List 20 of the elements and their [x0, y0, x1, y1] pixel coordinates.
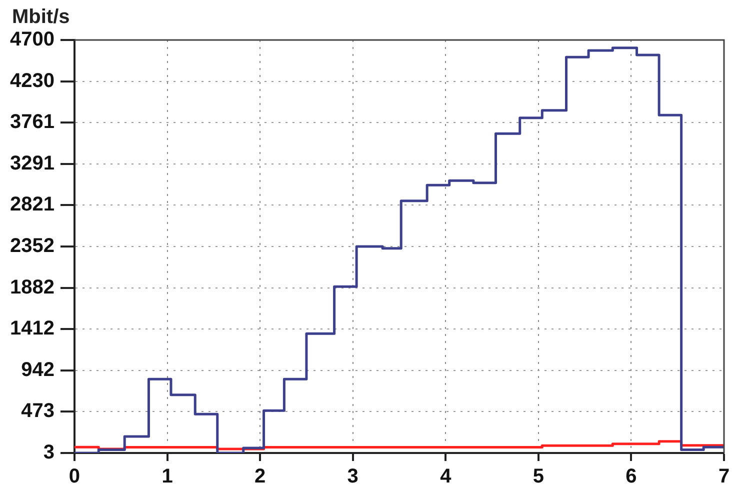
y-tick-label: 3761: [10, 111, 54, 134]
y-tick-label: 3291: [10, 152, 54, 174]
y-tick-label: 3: [43, 442, 54, 464]
x-tick-label: 7: [718, 466, 730, 488]
y-tick-label: 4230: [10, 70, 54, 92]
x-tick-label: 2: [254, 466, 266, 488]
x-tick-label: 0: [68, 466, 80, 488]
x-tick-label: 5: [532, 466, 544, 488]
x-tick-label: 1: [162, 466, 173, 488]
y-tick-label: 4700: [10, 28, 54, 51]
y-tick-label: 1412: [10, 318, 54, 340]
x-tick-label: 4: [440, 466, 452, 488]
x-tick-label: 3: [347, 466, 358, 488]
y-axis-title: Mbit/s: [12, 6, 70, 29]
y-tick-label: 1882: [10, 276, 54, 298]
y-tick-label: 2352: [10, 234, 54, 257]
y-tick-label: 942: [21, 358, 54, 381]
y-tick-label: 2821: [10, 194, 54, 216]
x-tick-label: 6: [626, 466, 637, 488]
y-tick-label: 473: [21, 400, 54, 422]
